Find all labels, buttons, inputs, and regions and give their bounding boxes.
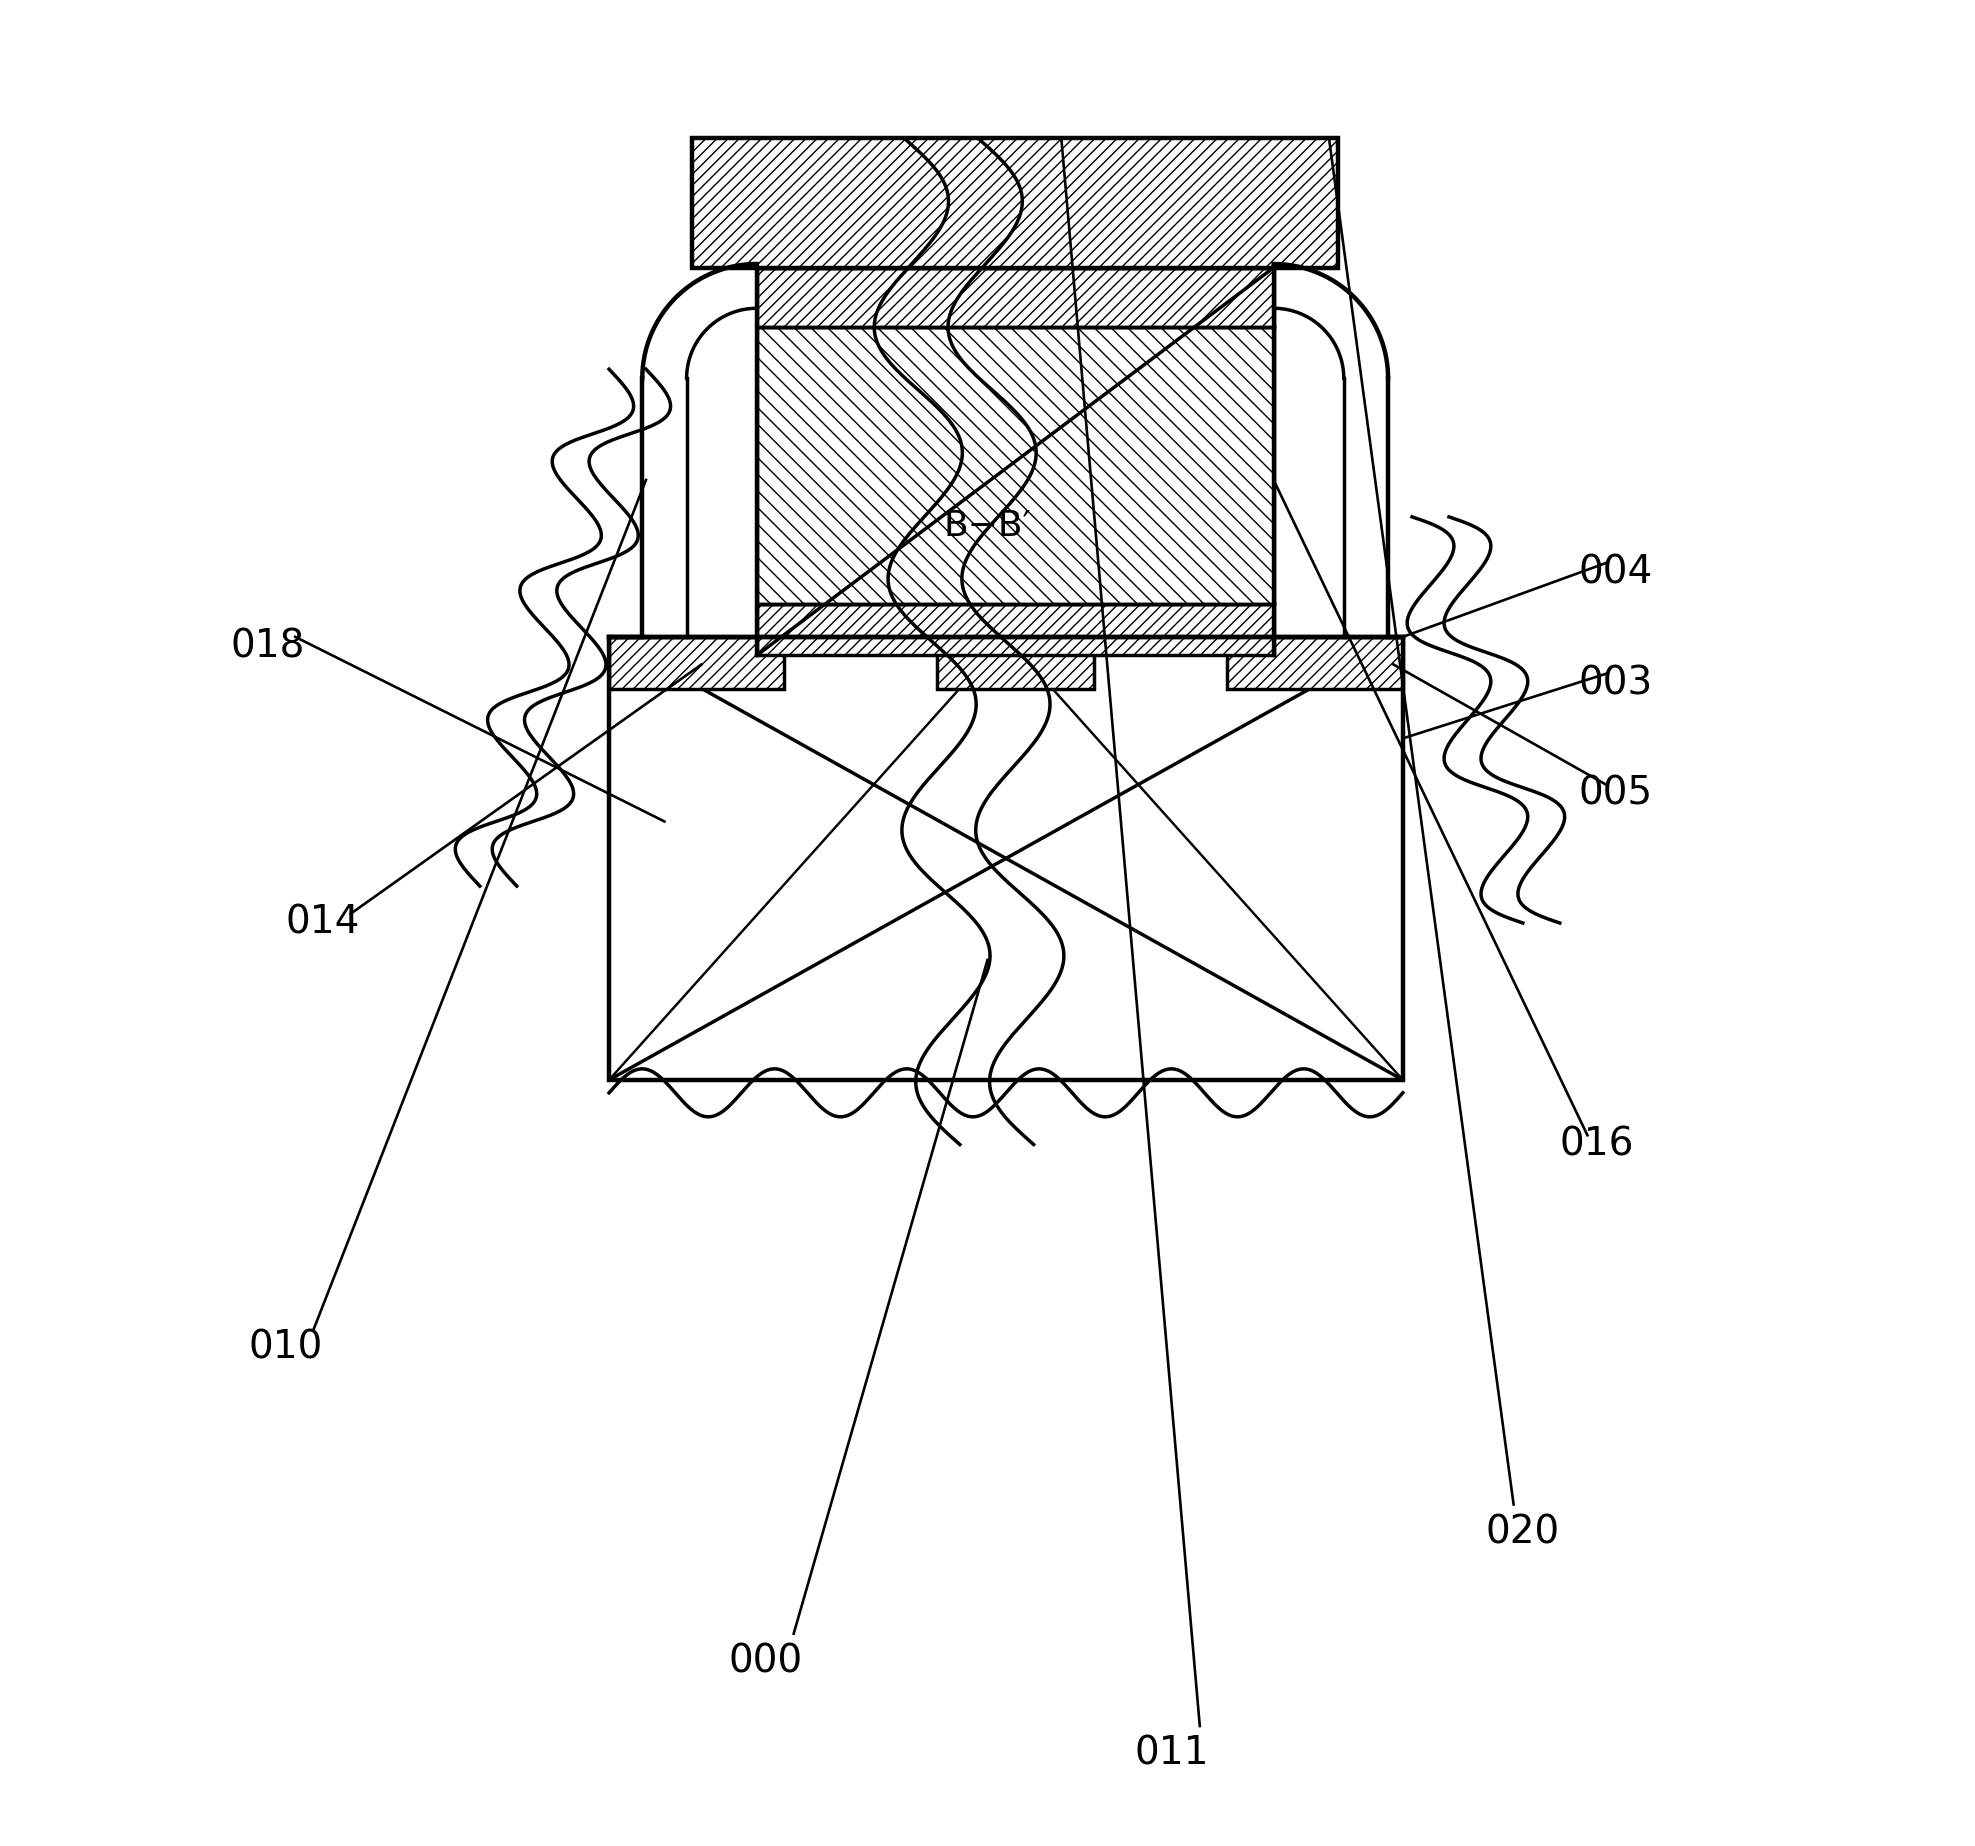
Text: 005: 005 xyxy=(1578,775,1653,812)
Text: 004: 004 xyxy=(1578,554,1653,591)
Bar xyxy=(608,637,1402,1080)
Text: 000: 000 xyxy=(729,1643,804,1680)
Text: 020: 020 xyxy=(1485,1514,1560,1551)
Bar xyxy=(691,138,1339,268)
Text: 011: 011 xyxy=(1136,1735,1209,1772)
Text: 010: 010 xyxy=(249,1329,324,1366)
Text: B−B′: B−B′ xyxy=(944,509,1031,543)
Bar xyxy=(608,637,784,689)
Text: 003: 003 xyxy=(1578,665,1653,701)
Bar xyxy=(608,637,1402,1080)
Bar xyxy=(936,637,1094,689)
Bar xyxy=(1228,637,1402,689)
Bar xyxy=(756,604,1274,655)
Bar xyxy=(756,327,1274,604)
Text: 018: 018 xyxy=(231,628,304,665)
Text: 014: 014 xyxy=(286,905,359,941)
Bar xyxy=(756,268,1274,327)
Text: 016: 016 xyxy=(1560,1126,1633,1163)
